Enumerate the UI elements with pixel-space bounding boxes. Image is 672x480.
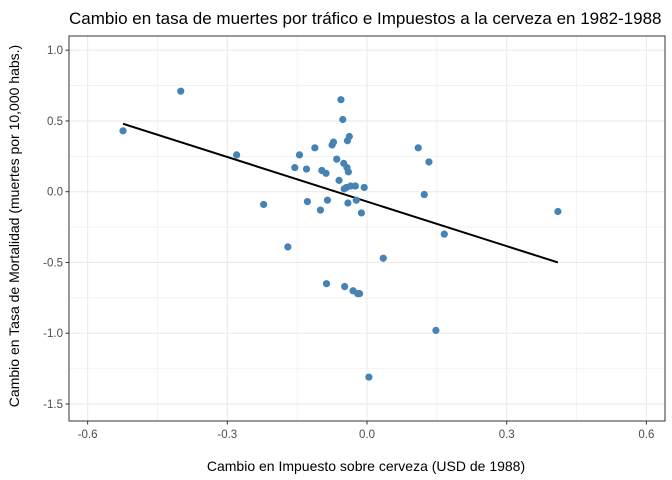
data-point (365, 373, 373, 381)
data-point (333, 155, 341, 163)
data-point (425, 158, 433, 166)
data-point (335, 176, 343, 184)
data-points (119, 87, 562, 381)
data-point (284, 243, 292, 251)
y-tick-label: 0.0 (47, 187, 63, 199)
data-point (291, 164, 299, 172)
data-point (344, 168, 352, 176)
y-tick-label: -1.5 (43, 399, 63, 411)
data-point (322, 169, 330, 177)
x-tick-label: 0.6 (638, 429, 654, 441)
data-point (311, 144, 319, 152)
data-point (379, 254, 387, 262)
x-axis-title: Cambio en Impuesto sobre cerveza (USD de… (207, 458, 525, 474)
major-gridlines (69, 36, 665, 421)
data-point (260, 200, 268, 209)
data-point (432, 326, 440, 335)
y-tick-label: -1.0 (43, 328, 63, 340)
data-point (323, 196, 332, 204)
y-tick-label: 1.0 (47, 45, 63, 57)
data-point (316, 206, 325, 214)
x-tick-label: -0.3 (217, 429, 237, 441)
data-point (302, 165, 311, 173)
regression-line (122, 122, 559, 264)
y-tick-label: -0.5 (43, 257, 63, 269)
data-point (345, 132, 353, 141)
data-point (329, 138, 338, 146)
data-point (355, 290, 364, 298)
x-axis-ticks: -0.6 -0.3 0.0 0.3 0.6 (78, 421, 654, 441)
data-point (554, 207, 562, 216)
data-point (233, 151, 241, 159)
chart-title: Cambio en tasa de muertes por tráfico e … (69, 9, 662, 28)
data-point (341, 282, 349, 291)
data-point (295, 151, 304, 159)
data-point (440, 230, 448, 238)
data-point (352, 196, 360, 204)
data-point (119, 127, 127, 135)
y-axis-ticks: -1.5 -1.0 -0.5 0.0 0.5 1.0 (43, 45, 69, 411)
data-point (351, 182, 359, 190)
data-point (420, 190, 428, 199)
data-point (303, 198, 311, 206)
data-point (339, 115, 347, 124)
data-point (414, 144, 422, 152)
regression-line-group (122, 122, 559, 264)
data-point (360, 183, 368, 192)
data-point (337, 96, 345, 104)
data-point (322, 280, 331, 288)
data-point (344, 199, 352, 207)
x-tick-label: 0.3 (499, 429, 515, 441)
x-tick-label: -0.6 (78, 429, 98, 441)
y-tick-label: 0.5 (47, 116, 63, 128)
data-point (357, 209, 366, 217)
x-tick-label: 0.0 (359, 429, 375, 441)
data-point (177, 87, 185, 95)
y-axis-title: Cambio en Tasa de Mortalidad (muertes po… (6, 45, 22, 407)
